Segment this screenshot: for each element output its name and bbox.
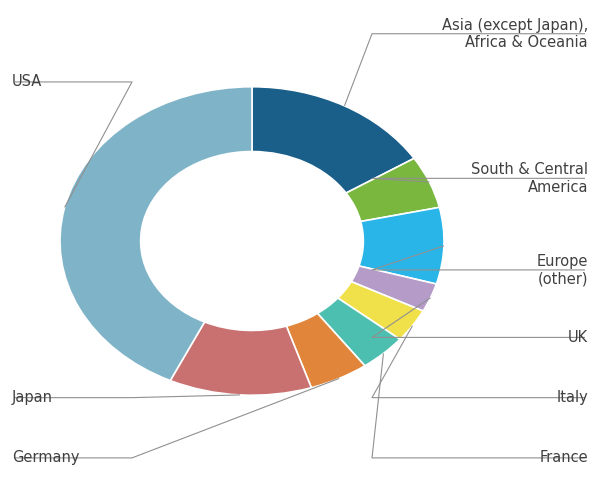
Text: South & Central
America: South & Central America — [471, 162, 588, 195]
Wedge shape — [346, 159, 439, 222]
Text: Asia (except Japan),
Africa & Oceania: Asia (except Japan), Africa & Oceania — [442, 17, 588, 50]
Wedge shape — [252, 87, 414, 193]
Text: USA: USA — [12, 74, 42, 90]
Wedge shape — [286, 313, 365, 388]
Text: France: France — [539, 450, 588, 466]
Wedge shape — [170, 322, 311, 395]
Wedge shape — [317, 298, 400, 366]
Text: Italy: Italy — [556, 390, 588, 405]
Text: Europe
(other): Europe (other) — [536, 254, 588, 286]
Wedge shape — [359, 207, 444, 284]
Text: Japan: Japan — [12, 390, 53, 405]
Text: UK: UK — [568, 330, 588, 345]
Wedge shape — [338, 281, 423, 339]
Wedge shape — [351, 266, 436, 311]
Wedge shape — [60, 87, 252, 381]
Text: Germany: Germany — [12, 450, 79, 466]
